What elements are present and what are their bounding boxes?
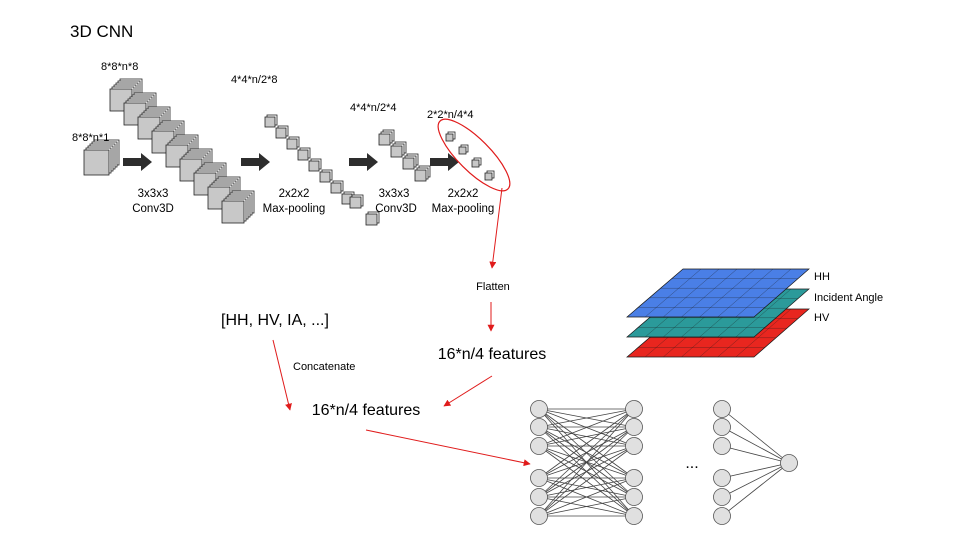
conv2-feature-map [349, 194, 364, 209]
conv2-feature-map [390, 141, 407, 158]
conv2-feature-map [378, 129, 395, 146]
merged-features-label: 16*n/4 features [312, 402, 421, 419]
nn-connections [538, 408, 790, 517]
nn-node [530, 418, 548, 436]
pool1-feature-map [319, 169, 333, 183]
pool2-feature-map [484, 170, 495, 181]
aux-inputs-label: [HH, HV, IA, ...] [221, 312, 329, 329]
layer-label-hh: HH [814, 271, 830, 283]
conv2-feature-map [402, 153, 419, 170]
conv1-op-label: Conv3D [132, 203, 174, 215]
nn-node [530, 400, 548, 418]
pool2-feature-map [458, 144, 469, 155]
input-shape-label: 8*8*n*1 [72, 132, 109, 144]
pool1-feature-map [286, 136, 300, 150]
pool1-feature-map [330, 180, 344, 194]
layer-hh [626, 268, 810, 318]
block-arrow [123, 153, 152, 171]
block-arrow [241, 153, 270, 171]
pool2-shape-label: 2*2*n/4*4 [427, 109, 474, 121]
input-layers-stack [626, 268, 810, 358]
features-to-nn-arrow [365, 429, 531, 467]
fully-connected-network [530, 400, 798, 525]
conv2-kernel-label: 3x3x3 [379, 188, 410, 200]
conv2-feature-map [365, 211, 380, 226]
layer-label-incident-angle: Incident Angle [814, 292, 883, 304]
nn-node [625, 418, 643, 436]
page-title: 3D CNN [70, 22, 133, 41]
pool1-feature-map [275, 125, 289, 139]
nn-node [713, 418, 731, 436]
layer-label-hv: HV [814, 312, 830, 324]
flattened-features-label: 16*n/4 features [438, 346, 547, 363]
pool2-feature-map [471, 157, 482, 168]
nn-node [625, 507, 643, 525]
features-to-merge-arrow [443, 375, 493, 407]
nn-node [713, 469, 731, 487]
cnn-feature-maps [83, 78, 495, 226]
conv1-feature-map [221, 190, 255, 224]
conv2-feature-map [414, 165, 431, 182]
conv2-shape-label: 4*4*n/2*4 [350, 102, 397, 114]
nn-node [530, 469, 548, 487]
flatten-selection-ellipse [437, 118, 511, 192]
nn-ellipsis: ... [685, 455, 698, 472]
conv1-kernel-label: 3x3x3 [138, 188, 169, 200]
pool1-feature-map [264, 114, 278, 128]
conv2-op-label: Conv3D [375, 203, 417, 215]
nn-node [625, 400, 643, 418]
pool1-op-label: Max-pooling [263, 203, 326, 215]
conv1-shape-label: 8*8*n*8 [101, 61, 138, 73]
nn-node [713, 437, 731, 455]
block-arrow [349, 153, 378, 171]
nn-node [625, 437, 643, 455]
nn-node [713, 507, 731, 525]
flatten-arrow [489, 187, 503, 269]
nn-node [625, 469, 643, 487]
pool1-kernel-label: 2x2x2 [279, 188, 310, 200]
pool1-shape-label: 4*4*n/2*8 [231, 74, 278, 86]
nn-node [625, 488, 643, 506]
concatenate-arrow [272, 339, 292, 411]
pool2-feature-map [445, 131, 456, 142]
nn-node [530, 507, 548, 525]
nn-output-node [780, 454, 798, 472]
nn-node [713, 400, 731, 418]
pool1-feature-map [297, 147, 311, 161]
pool2-kernel-label: 2x2x2 [448, 188, 479, 200]
pool1-feature-map [308, 158, 322, 172]
block-arrow [430, 153, 459, 171]
flatten-label: Flatten [476, 281, 510, 293]
nn-node [530, 488, 548, 506]
input-volume [83, 139, 120, 176]
concatenate-label: Concatenate [293, 361, 355, 373]
pool2-op-label: Max-pooling [432, 203, 495, 215]
nn-node [530, 437, 548, 455]
nn-node [713, 488, 731, 506]
